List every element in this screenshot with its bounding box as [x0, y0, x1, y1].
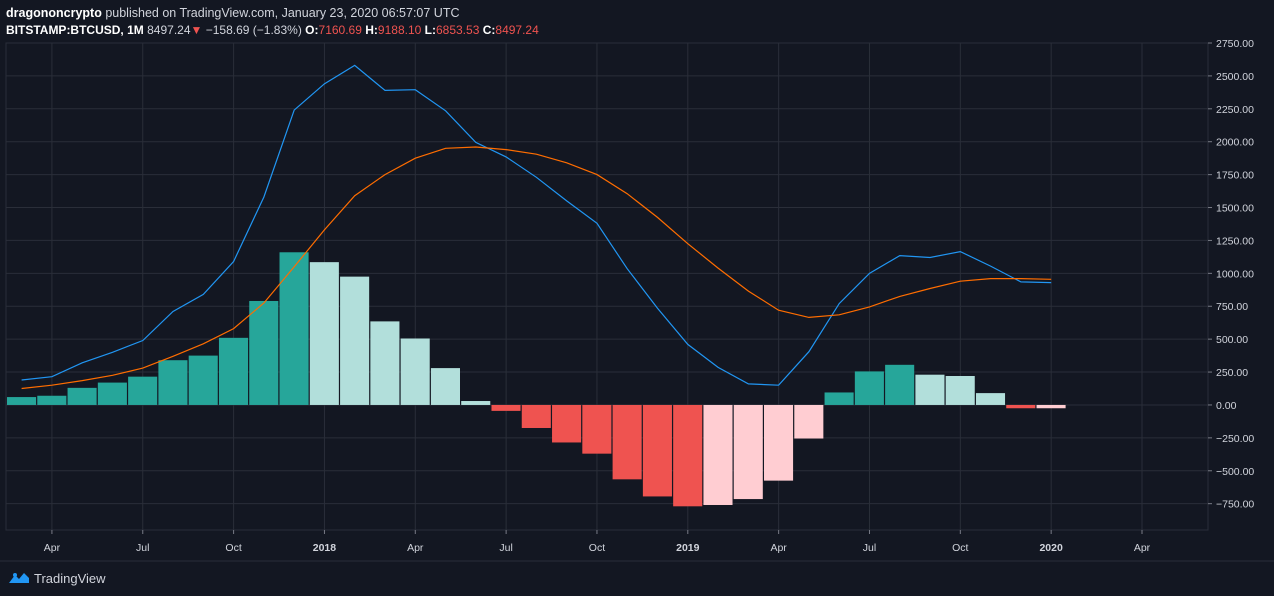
symbol-name[interactable]: BITSTAMP:BTCUSD, 1M — [6, 23, 144, 37]
histogram-bar — [854, 371, 884, 405]
high-label: H: — [365, 23, 378, 37]
x-tick-label: 2019 — [676, 542, 700, 554]
brand-name[interactable]: TradingView — [34, 570, 106, 586]
histogram-bar — [158, 360, 188, 405]
signal-line — [21, 146, 1052, 390]
high-value: 9188.10 — [377, 23, 422, 37]
histogram-bar — [67, 387, 97, 405]
histogram-bar — [733, 404, 763, 500]
macd-chart[interactable]: −750.00 −500.00 −250.00 0.00 250.00 500.00 750… — [0, 0, 1274, 562]
macd-line — [21, 64, 1052, 386]
plot-frame — [5, 42, 1209, 531]
x-tick-label: Apr — [1134, 542, 1151, 554]
y-tick-label: 2250.00 — [1216, 104, 1254, 116]
histogram-bar — [309, 262, 339, 405]
histogram-bar — [400, 338, 430, 405]
histogram-bar — [552, 404, 582, 443]
histogram-bar — [703, 404, 733, 505]
y-tick-label: 750.00 — [1216, 301, 1248, 313]
close-value: 8497.24 — [495, 23, 539, 37]
open-label: O: — [305, 23, 319, 37]
symbol-legend: BITSTAMP:BTCUSD, 1M 8497.24▼ −158.69 (−1… — [6, 22, 1264, 39]
y-tick-label: 1500.00 — [1216, 203, 1254, 215]
y-tick-label: −250.00 — [1216, 433, 1254, 445]
histogram-bar — [975, 393, 1006, 405]
histogram-bar — [491, 404, 521, 411]
histogram-bar — [249, 300, 279, 405]
x-tick-label: Apr — [407, 542, 424, 554]
histogram-bar — [128, 376, 158, 405]
x-tick-label: Apr — [44, 542, 61, 554]
y-tick-label: 0.00 — [1216, 400, 1237, 412]
y-tick-label: 1250.00 — [1216, 235, 1254, 247]
x-tick-label: Jul — [863, 542, 876, 554]
last-price: 8497.24 — [147, 23, 191, 37]
histogram-bar — [673, 404, 703, 507]
histogram-bar — [188, 355, 218, 405]
y-tick-label: 1750.00 — [1216, 170, 1254, 182]
histogram-bar — [279, 252, 309, 405]
histogram-bar — [430, 368, 460, 405]
x-tick-label: Oct — [225, 542, 241, 554]
low-value: 6853.53 — [435, 23, 480, 37]
x-tick-label: Apr — [770, 542, 787, 554]
histogram-bar — [521, 404, 551, 428]
y-tick-label: 2000.00 — [1216, 137, 1254, 149]
histogram-bar — [370, 321, 400, 405]
histogram-bar — [1036, 404, 1066, 409]
price-change: −158.69 (−1.83%) — [205, 23, 302, 37]
chart-header: dragononcrypto published on TradingView.… — [6, 5, 1264, 39]
close-label: C: — [482, 23, 496, 37]
histogram-bar — [612, 404, 642, 480]
footer: TradingView — [8, 568, 106, 588]
histogram-bar — [340, 276, 370, 405]
histogram-bar — [7, 397, 37, 405]
histogram-bar — [582, 404, 612, 454]
y-tick-label: 2750.00 — [1216, 38, 1254, 50]
histogram-bar — [37, 395, 67, 405]
x-tick-label: 2018 — [313, 542, 337, 554]
low-label: L: — [424, 23, 436, 37]
histogram-bar — [885, 364, 915, 405]
x-tick-label: 2020 — [1039, 542, 1063, 554]
histogram-bar — [97, 382, 127, 405]
histogram-bar — [642, 404, 672, 497]
y-tick-label: 250.00 — [1216, 367, 1248, 379]
y-tick-label: 1000.00 — [1216, 268, 1254, 280]
histogram-bar — [461, 401, 491, 405]
histogram-bar — [915, 374, 945, 405]
open-value: 7160.69 — [318, 23, 362, 37]
histogram-bar — [1006, 404, 1036, 409]
x-tick-label: Jul — [136, 542, 149, 554]
y-tick-label: 2500.00 — [1216, 71, 1254, 83]
y-tick-label: −750.00 — [1216, 499, 1254, 511]
x-tick-label: Oct — [952, 542, 968, 554]
histogram-bar — [218, 337, 249, 405]
histogram-bar — [794, 404, 824, 439]
x-tick-label: Oct — [589, 542, 605, 554]
published-text: published on TradingView.com, January 23… — [105, 6, 460, 20]
histogram-bar — [764, 404, 794, 481]
publish-line: dragononcrypto published on TradingView.… — [6, 5, 1264, 22]
down-arrow-icon: ▼ — [190, 23, 203, 37]
histogram-bar — [824, 392, 854, 405]
x-tick-label: Jul — [499, 542, 512, 554]
histogram-bar — [945, 376, 975, 405]
y-tick-label: 500.00 — [1216, 334, 1248, 346]
tradingview-logo-icon[interactable] — [8, 571, 30, 585]
author-name[interactable]: dragononcrypto — [6, 6, 102, 20]
y-tick-label: −500.00 — [1216, 466, 1254, 478]
